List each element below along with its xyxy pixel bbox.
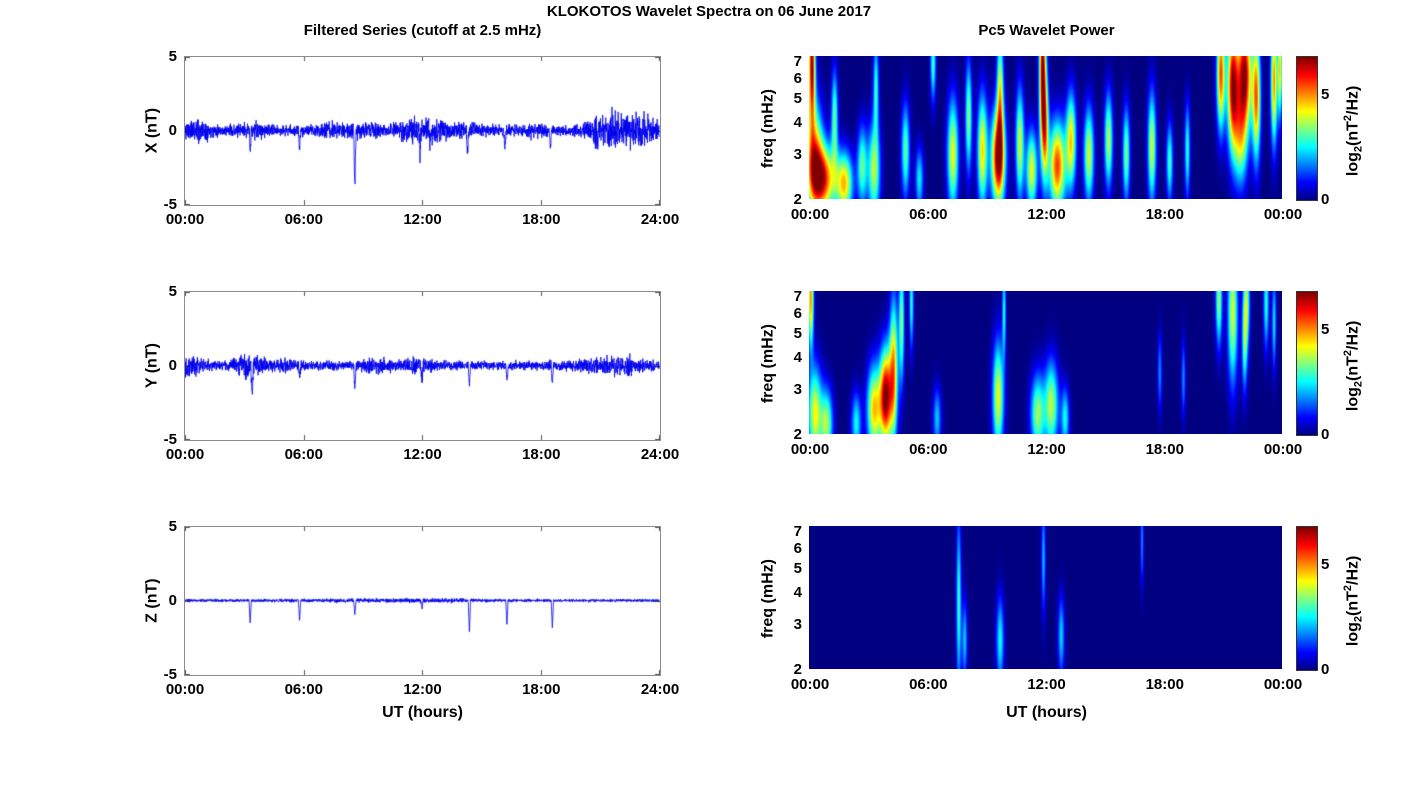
y-wavelet-canvas bbox=[809, 291, 1282, 434]
x-tick-label: 06:00 bbox=[909, 676, 948, 693]
x-tick-label: 24:00 bbox=[640, 446, 680, 463]
right-column-title: Pc5 Wavelet Power bbox=[978, 22, 1115, 39]
y-tick-label: 5 bbox=[168, 283, 177, 300]
freq-tick-label: 6 bbox=[793, 304, 802, 322]
x-tick-label: 18:00 bbox=[522, 681, 561, 698]
x-tick-label: 06:00 bbox=[284, 681, 323, 698]
freq-tick-label: 4 bbox=[793, 114, 802, 132]
colorbar-tick-label: 5 bbox=[1321, 320, 1330, 338]
x-tick-label: 06:00 bbox=[909, 206, 948, 223]
colorbar-tick-label: 0 bbox=[1321, 191, 1330, 208]
x-wavelet-colorbar bbox=[1296, 56, 1318, 201]
x-tick-label: 06:00 bbox=[284, 446, 323, 463]
x-tick-label: 00:00 bbox=[790, 676, 830, 693]
x-tick-label: 24:00 bbox=[640, 211, 680, 228]
x-tick-label: 00:00 bbox=[790, 441, 830, 458]
colorbar-label-z-wavelet: log2(nT2/Hz) bbox=[1342, 555, 1365, 646]
freq-tick-label: 4 bbox=[793, 349, 802, 367]
freq-tick-label: 7 bbox=[793, 287, 802, 305]
colorbar-tick-label: 5 bbox=[1321, 85, 1330, 103]
y-tick-label: -5 bbox=[163, 666, 177, 683]
y-tick-label: 5 bbox=[168, 48, 177, 65]
x-tick-label: 00:00 bbox=[1263, 676, 1303, 693]
freq-tick-label: 2 bbox=[793, 661, 802, 678]
x-tick-label: 12:00 bbox=[1027, 206, 1066, 223]
x-tick-label: 12:00 bbox=[1027, 441, 1066, 458]
freq-tick-label: 6 bbox=[793, 69, 802, 87]
freq-tick-label: 3 bbox=[793, 146, 802, 164]
x-tick-label: 00:00 bbox=[1263, 441, 1303, 458]
freq-tick-label: 3 bbox=[793, 616, 802, 634]
freq-tick-label: 5 bbox=[793, 559, 802, 577]
x-tick-label: 18:00 bbox=[1145, 206, 1184, 223]
x-tick-label: 00:00 bbox=[790, 206, 830, 223]
y-tick-label: -5 bbox=[163, 431, 177, 448]
y-tick-label: 0 bbox=[168, 357, 177, 374]
x-tick-label: 18:00 bbox=[522, 211, 561, 228]
x-tick-label: 12:00 bbox=[1027, 676, 1066, 693]
freq-tick-label: 2 bbox=[793, 426, 802, 443]
x-tick-label: 06:00 bbox=[284, 211, 323, 228]
freq-tick-label: 4 bbox=[793, 584, 802, 602]
x-tick-label: 12:00 bbox=[403, 681, 442, 698]
freq-tick-label: 6 bbox=[793, 539, 802, 557]
x-axis-label-left: UT (hours) bbox=[382, 704, 463, 721]
y-tick-label: 0 bbox=[168, 592, 177, 609]
y-tick-label: 0 bbox=[168, 122, 177, 139]
colorbar-tick-label: 5 bbox=[1321, 555, 1330, 573]
y-filtered-canvas bbox=[184, 291, 661, 441]
x-tick-label: 18:00 bbox=[1145, 676, 1184, 693]
freq-tick-label: 2 bbox=[793, 191, 802, 208]
x-tick-label: 00:00 bbox=[1263, 206, 1303, 223]
x-tick-label: 18:00 bbox=[1145, 441, 1184, 458]
figure-title: KLOKOTOS Wavelet Spectra on 06 June 2017 bbox=[546, 3, 872, 20]
x-tick-label: 00:00 bbox=[165, 446, 205, 463]
freq-tick-label: 5 bbox=[793, 324, 802, 342]
freq-tick-label: 3 bbox=[793, 381, 802, 399]
y-tick-label: -5 bbox=[163, 196, 177, 213]
freq-tick-label: 5 bbox=[793, 89, 802, 107]
x-tick-label: 06:00 bbox=[909, 441, 948, 458]
left-column-title: Filtered Series (cutoff at 2.5 mHz) bbox=[303, 22, 542, 39]
x-tick-label: 12:00 bbox=[403, 211, 442, 228]
y-tick-label: 5 bbox=[168, 518, 177, 535]
x-tick-label: 24:00 bbox=[640, 681, 680, 698]
x-tick-label: 00:00 bbox=[165, 681, 205, 698]
z-wavelet-canvas bbox=[809, 526, 1282, 669]
x-tick-label: 12:00 bbox=[403, 446, 442, 463]
x-tick-label: 18:00 bbox=[522, 446, 561, 463]
freq-tick-label: 7 bbox=[793, 52, 802, 70]
colorbar-tick-label: 0 bbox=[1321, 426, 1330, 443]
colorbar-tick-label: 0 bbox=[1321, 661, 1330, 678]
colorbar-label-y-wavelet: log2(nT2/Hz) bbox=[1342, 320, 1365, 411]
y-wavelet-colorbar bbox=[1296, 291, 1318, 436]
x-tick-label: 00:00 bbox=[165, 211, 205, 228]
x-axis-label-right: UT (hours) bbox=[1006, 704, 1087, 721]
x-filtered-canvas bbox=[184, 56, 661, 206]
z-wavelet-colorbar bbox=[1296, 526, 1318, 671]
x-wavelet-canvas bbox=[809, 56, 1282, 199]
z-filtered-canvas bbox=[184, 526, 661, 676]
freq-tick-label: 7 bbox=[793, 522, 802, 540]
colorbar-label-x-wavelet: log2(nT2/Hz) bbox=[1342, 85, 1365, 176]
